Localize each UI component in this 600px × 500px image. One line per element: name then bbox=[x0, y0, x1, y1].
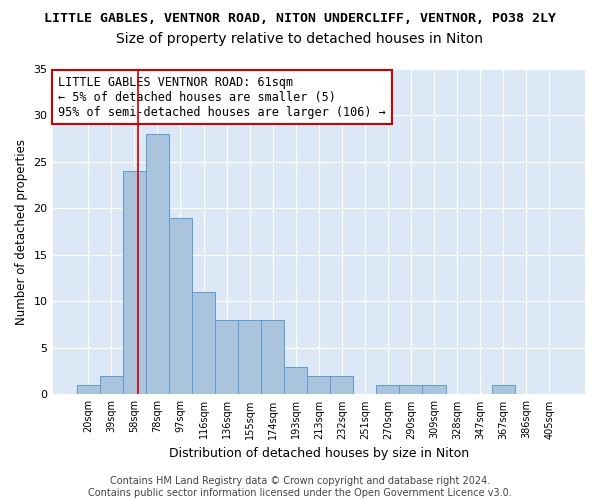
Bar bbox=[330, 376, 353, 394]
Bar bbox=[307, 376, 330, 394]
Bar bbox=[376, 385, 400, 394]
Bar bbox=[169, 218, 192, 394]
Bar bbox=[77, 385, 100, 394]
Bar bbox=[491, 385, 515, 394]
X-axis label: Distribution of detached houses by size in Niton: Distribution of detached houses by size … bbox=[169, 447, 469, 460]
Bar bbox=[146, 134, 169, 394]
Text: Size of property relative to detached houses in Niton: Size of property relative to detached ho… bbox=[116, 32, 484, 46]
Y-axis label: Number of detached properties: Number of detached properties bbox=[15, 138, 28, 324]
Bar bbox=[215, 320, 238, 394]
Bar bbox=[422, 385, 446, 394]
Text: Contains HM Land Registry data © Crown copyright and database right 2024.
Contai: Contains HM Land Registry data © Crown c… bbox=[88, 476, 512, 498]
Bar bbox=[284, 366, 307, 394]
Bar bbox=[192, 292, 215, 394]
Bar bbox=[261, 320, 284, 394]
Bar bbox=[400, 385, 422, 394]
Bar bbox=[238, 320, 261, 394]
Text: LITTLE GABLES VENTNOR ROAD: 61sqm
← 5% of detached houses are smaller (5)
95% of: LITTLE GABLES VENTNOR ROAD: 61sqm ← 5% o… bbox=[58, 76, 386, 118]
Bar bbox=[123, 172, 146, 394]
Bar bbox=[100, 376, 123, 394]
Text: LITTLE GABLES, VENTNOR ROAD, NITON UNDERCLIFF, VENTNOR, PO38 2LY: LITTLE GABLES, VENTNOR ROAD, NITON UNDER… bbox=[44, 12, 556, 26]
